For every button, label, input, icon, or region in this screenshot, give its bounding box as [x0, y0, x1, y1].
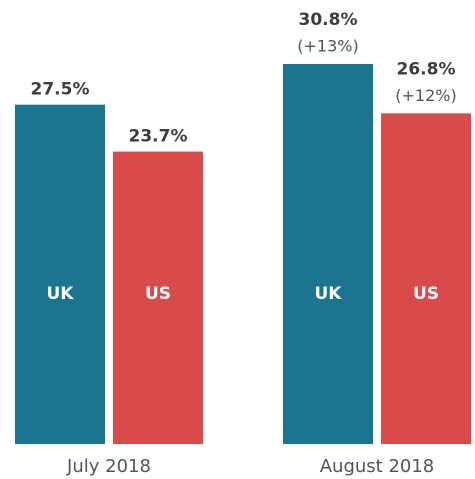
change-label: (+12%) [395, 86, 456, 105]
bar-series-label: UK [47, 284, 75, 304]
bar [113, 151, 203, 444]
bar-series-label: US [145, 284, 171, 304]
change-label: (+13%) [297, 37, 358, 56]
value-label: 26.8% [397, 59, 456, 79]
value-label: 30.8% [299, 10, 358, 30]
x-tick-label: August 2018 [320, 456, 435, 477]
bar [15, 104, 105, 444]
bar [381, 113, 471, 444]
bar-series-label: US [413, 284, 439, 304]
value-label: 23.7% [129, 127, 188, 147]
x-tick-label: July 2018 [66, 456, 151, 477]
bar-series-label: UK [315, 284, 343, 304]
bar [283, 64, 373, 444]
value-label: 27.5% [31, 80, 90, 100]
